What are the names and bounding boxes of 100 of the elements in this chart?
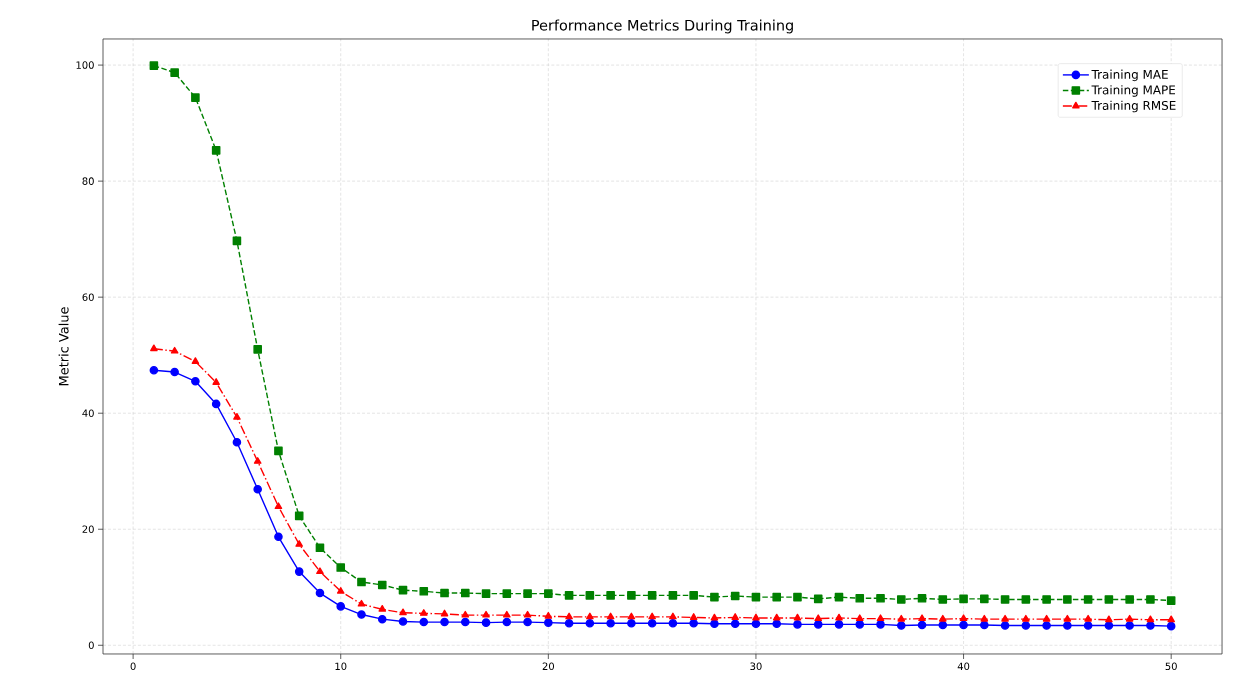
x-tick-label: 10 [335, 662, 347, 671]
point [689, 613, 698, 620]
point [876, 620, 885, 629]
point [399, 608, 407, 616]
point [482, 610, 490, 618]
point [980, 594, 989, 604]
point [586, 612, 594, 620]
x-tick-label: 50 [1165, 662, 1177, 671]
point [274, 532, 283, 542]
point [564, 591, 574, 600]
point [544, 618, 553, 627]
point [897, 614, 906, 622]
point [336, 563, 346, 572]
y-tick-label: 0 [88, 641, 94, 650]
point [668, 591, 678, 600]
point [813, 594, 823, 604]
point [1083, 621, 1093, 630]
point [627, 618, 636, 628]
point [689, 591, 698, 600]
point [1146, 595, 1155, 604]
point [938, 595, 948, 604]
point [730, 619, 740, 629]
point [855, 620, 865, 629]
point [398, 617, 408, 626]
point [1021, 595, 1031, 604]
point [191, 377, 200, 386]
point [1000, 595, 1010, 604]
x-tick-label: 20 [542, 662, 555, 671]
point [1146, 615, 1155, 623]
point [793, 620, 802, 629]
x-tick-label: 40 [957, 662, 970, 671]
point [170, 367, 179, 377]
point [253, 484, 262, 494]
point [294, 511, 304, 521]
point [460, 617, 470, 627]
point [1063, 614, 1072, 622]
point [959, 620, 968, 630]
point [481, 618, 491, 627]
point [419, 617, 429, 627]
point [315, 588, 325, 598]
point [357, 599, 366, 607]
point [1063, 595, 1072, 604]
point [232, 437, 242, 447]
point [1083, 595, 1093, 604]
point [793, 613, 802, 621]
point [1146, 621, 1155, 630]
point [1000, 621, 1010, 630]
chart-title: Performance Metrics During Training [532, 19, 793, 34]
point [1084, 614, 1092, 622]
y-axis-title: Metric Value [58, 307, 69, 386]
point [1104, 595, 1114, 604]
point [1042, 621, 1051, 630]
point [481, 589, 491, 598]
point [648, 612, 656, 620]
point [647, 618, 657, 628]
point [544, 611, 553, 619]
point [668, 618, 678, 628]
point [564, 618, 574, 628]
point [377, 580, 387, 590]
y-tick-label: 100 [76, 61, 94, 69]
point [253, 345, 262, 354]
point [502, 589, 512, 598]
point [1167, 615, 1175, 623]
point [191, 93, 200, 102]
point [917, 620, 927, 630]
point [294, 567, 304, 576]
point [170, 346, 179, 354]
point [1022, 614, 1030, 622]
point [980, 620, 989, 630]
point [855, 593, 865, 603]
point [814, 614, 823, 622]
point [772, 592, 782, 602]
point [523, 617, 532, 627]
point [834, 620, 844, 629]
point [212, 378, 220, 385]
point [1125, 595, 1134, 604]
point [440, 588, 449, 598]
point [440, 617, 449, 627]
point [606, 618, 615, 628]
point [772, 619, 782, 629]
point [336, 602, 346, 611]
point [1166, 621, 1176, 631]
y-tick-label: 40 [82, 409, 94, 417]
x-tick-label: 30 [750, 662, 762, 671]
point [170, 68, 179, 77]
point [357, 610, 366, 619]
y-tick-label: 60 [82, 293, 94, 301]
point [731, 613, 739, 620]
point [835, 613, 843, 621]
legend-label: Training MAE [1091, 69, 1168, 82]
point [813, 620, 823, 629]
point [710, 613, 719, 621]
point [1104, 621, 1114, 630]
point [710, 592, 719, 602]
point [1021, 621, 1031, 630]
point [793, 592, 802, 602]
point [938, 620, 948, 630]
point [627, 591, 636, 600]
point [1105, 615, 1113, 623]
point [544, 589, 553, 598]
